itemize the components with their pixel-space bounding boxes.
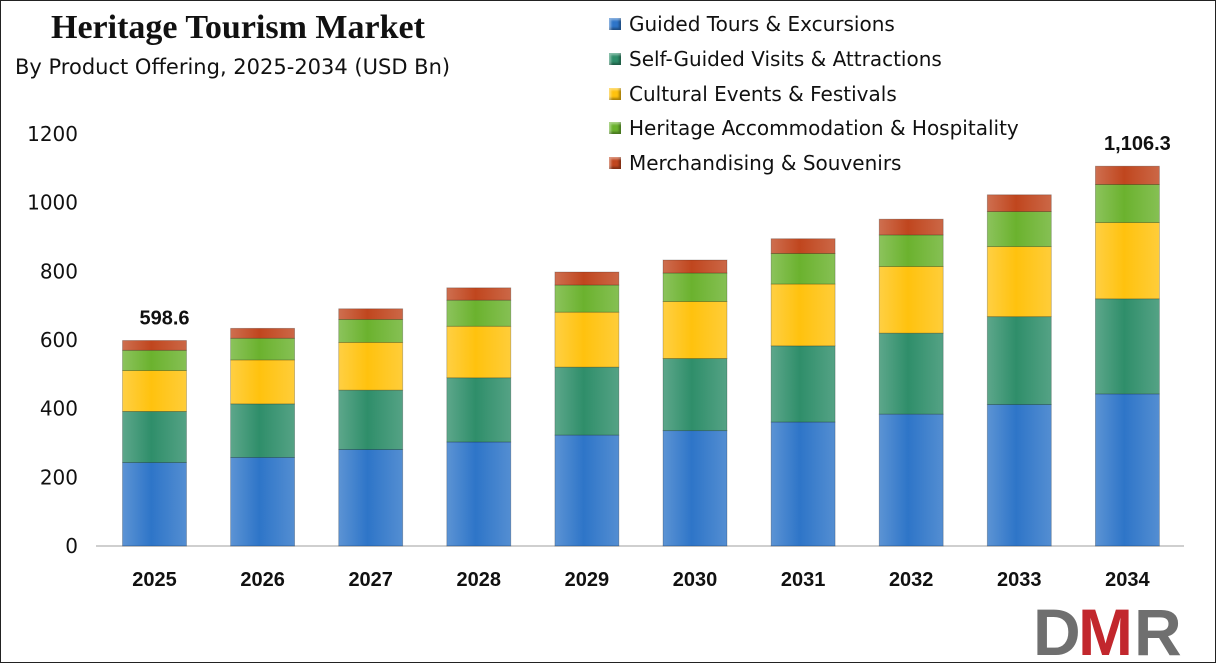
x-tick-label: 2034 [1105,569,1150,591]
bar-segment [122,411,187,463]
bar-segment [230,327,296,339]
logo-letter-d: D [1033,599,1081,659]
bar-segment [1095,393,1160,547]
legend-label: Merchandising & Souvenirs [629,151,902,176]
bar-segment [230,457,296,547]
legend-item: Guided Tours & Excursions [609,7,1019,42]
bar-segment [662,301,728,359]
bar-segment [338,318,404,343]
bar-segment [770,283,836,347]
bar-segment [662,358,728,432]
bar-segment [338,308,404,320]
bar-segment [662,259,728,274]
logo-letter-r: R [1134,599,1182,659]
bar-segment [230,337,296,361]
bar-segment [986,211,1052,248]
x-tick-label: 2026 [240,569,285,591]
y-tick-label: 1000 [27,191,78,215]
bar-segment [554,366,620,436]
x-tick-label: 2027 [348,569,393,591]
bar-segment [554,311,620,368]
legend-item: Cultural Events & Festivals [609,76,1019,111]
bar-segment [986,194,1052,212]
x-tick-label: 2025 [132,569,177,591]
x-tick-label: 2030 [673,569,718,591]
bar-segment [878,266,944,334]
bar-segment [446,299,512,327]
bar-segment [878,234,944,267]
bar-segment [770,421,836,547]
bar-segment [446,287,512,301]
bar-segment [770,253,836,285]
x-tick-label: 2033 [997,569,1042,591]
bar-segment [446,441,512,547]
bar-segment [122,349,187,371]
legend-label: Heritage Accommodation & Hospitality [629,116,1019,141]
bar-segment [230,359,296,405]
bar-segment [662,430,728,547]
bar-segment [878,218,944,236]
bar-segment [338,342,404,391]
bar-segment [1095,222,1160,300]
x-tick-label: 2032 [889,569,934,591]
bar-segment [554,434,620,547]
bar-segment [1095,298,1160,395]
bar-segment [554,284,620,313]
bar-segment [878,413,944,547]
bar-segment [230,403,296,458]
legend-swatch [609,53,621,66]
x-tick-label: 2031 [781,569,826,591]
legend-swatch [609,18,621,31]
dmr-logo: D M R [1033,599,1182,659]
legend-item: Heritage Accommodation & Hospitality [609,111,1019,146]
bar-segment [446,325,512,379]
legend-label: Self-Guided Visits & Attractions [629,47,942,72]
legend-item: Merchandising & Souvenirs [609,146,1019,181]
logo-letter-m: M [1078,599,1133,659]
bar-segment [986,404,1052,547]
bar-segment [986,246,1052,318]
x-tick-label: 2029 [565,569,610,591]
bar-segment [1095,184,1160,223]
y-tick-label: 400 [40,397,78,421]
legend-swatch [609,87,621,100]
legend-swatch [609,122,621,135]
bar-segment [878,332,944,415]
bar-segment [446,377,512,443]
bar-segment [338,449,404,547]
bar-segment [662,272,728,302]
total-data-label: 598.6 [139,307,189,329]
legend-swatch [609,157,621,170]
y-tick-label: 600 [40,328,78,352]
legend-label: Cultural Events & Festivals [629,81,897,106]
legend-item: Self-Guided Visits & Attractions [609,42,1019,77]
y-tick-label: 800 [40,259,78,283]
bar-segment [986,316,1052,405]
x-tick-label: 2028 [457,569,502,591]
y-tick-label: 200 [40,465,78,489]
chart-title: Heritage Tourism Market [51,9,425,46]
bar-segment [770,345,836,423]
total-data-label: 1,106.3 [1104,133,1171,155]
bar-segment [338,389,404,450]
bar-segment [122,340,187,351]
bar-segment [1095,165,1160,185]
bar-segment [770,238,836,254]
bar-segment [122,370,187,412]
bar-segment [554,271,620,286]
y-tick-label: 1200 [27,122,78,146]
chart-subtitle: By Product Offering, 2025-2034 (USD Bn) [15,55,451,79]
legend-label: Guided Tours & Excursions [629,12,895,37]
bar-segment [122,462,187,547]
y-tick-label: 0 [65,534,78,558]
chart-legend: Guided Tours & Excursions Self-Guided Vis… [609,7,1019,180]
